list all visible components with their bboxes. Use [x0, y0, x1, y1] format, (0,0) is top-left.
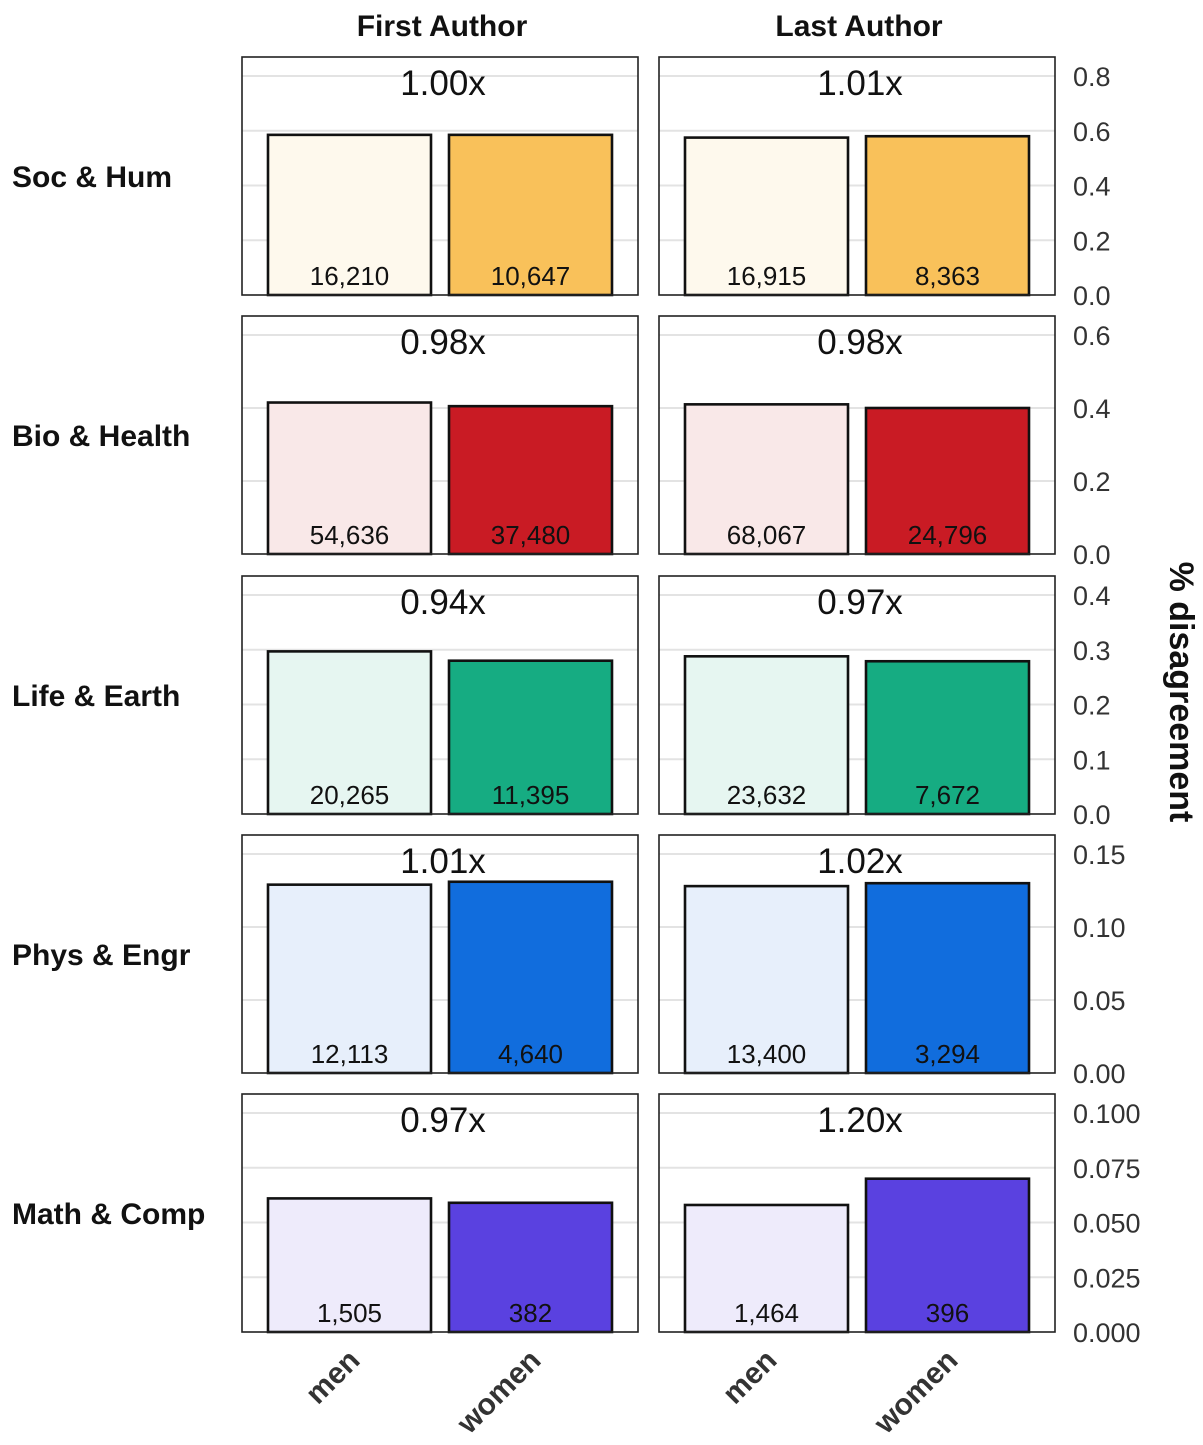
- ratio-label: 0.97x: [400, 1101, 486, 1140]
- y-tick-label: 0.4: [1073, 581, 1111, 611]
- y-tick-label: 0.050: [1073, 1209, 1141, 1239]
- panel-frame: [241, 56, 639, 296]
- y-tick-label: 0.15: [1073, 840, 1126, 870]
- bar-men: [683, 136, 850, 297]
- bar-women: [447, 1201, 614, 1334]
- ratio-label: 0.98x: [817, 323, 903, 362]
- bar-women: [864, 134, 1031, 297]
- count-label: 16,915: [727, 261, 807, 291]
- ratio-label: 0.98x: [400, 323, 486, 362]
- y-tick-label: 0.2: [1073, 226, 1111, 256]
- y-axis-title: % disagreement: [1162, 562, 1200, 823]
- row-label: Phys & Engr: [12, 939, 191, 972]
- panel-frame: [658, 56, 1056, 296]
- ratio-label: 1.01x: [817, 64, 903, 103]
- ratio-label: 1.01x: [400, 842, 486, 881]
- count-label: 16,210: [310, 261, 390, 291]
- row-label: Bio & Health: [12, 420, 190, 453]
- bar-women: [864, 659, 1031, 816]
- count-label: 68,067: [727, 520, 807, 550]
- bar-men: [683, 655, 850, 816]
- count-label: 396: [926, 1298, 969, 1328]
- count-label: 10,647: [491, 261, 571, 291]
- y-tick-label: 0.025: [1073, 1263, 1141, 1293]
- y-tick-label: 0.6: [1073, 117, 1111, 147]
- x-category-label: women: [450, 1344, 547, 1441]
- x-category-label: men: [716, 1344, 783, 1411]
- row-label: Soc & Hum: [12, 161, 172, 194]
- count-label: 13,400: [727, 1039, 807, 1069]
- y-tick-label: 0.2: [1073, 691, 1111, 721]
- x-category-label: women: [867, 1344, 964, 1441]
- y-tick-label: 0.0: [1073, 281, 1111, 311]
- count-label: 8,363: [915, 261, 980, 291]
- panel-frame: [241, 315, 639, 555]
- y-tick-label: 0.000: [1073, 1318, 1141, 1348]
- y-tick-label: 0.075: [1073, 1154, 1141, 1184]
- panel-frame: [241, 834, 639, 1074]
- count-label: 24,796: [908, 520, 988, 550]
- panel-frame: [658, 315, 1056, 555]
- panel-frame: [241, 1093, 639, 1333]
- y-tick-label: 0.0: [1073, 540, 1111, 570]
- count-label: 382: [509, 1298, 552, 1328]
- bar-women: [447, 404, 614, 556]
- count-label: 12,113: [311, 1039, 389, 1069]
- bar-men: [683, 403, 850, 556]
- count-label: 11,395: [492, 780, 570, 810]
- count-label: 23,632: [727, 780, 807, 810]
- row-label: Life & Earth: [12, 680, 180, 713]
- count-label: 37,480: [491, 520, 571, 550]
- y-tick-label: 0.00: [1073, 1059, 1126, 1089]
- bar-men: [683, 1203, 850, 1334]
- column-title: Last Author: [775, 10, 943, 43]
- ratio-label: 0.97x: [817, 583, 903, 622]
- bar-women: [447, 659, 614, 816]
- ratio-label: 1.02x: [817, 842, 903, 881]
- y-tick-label: 0.6: [1073, 321, 1111, 351]
- ratio-label: 0.94x: [400, 583, 486, 622]
- column-title: First Author: [357, 10, 528, 43]
- panel-frame: [658, 575, 1056, 815]
- bar-women: [864, 1177, 1031, 1334]
- bar-men: [266, 1197, 433, 1334]
- row-label: Math & Comp: [12, 1198, 205, 1231]
- count-label: 1,464: [734, 1298, 799, 1328]
- bar-women: [864, 406, 1031, 556]
- panel-frame: [658, 1093, 1056, 1333]
- count-label: 20,265: [310, 780, 390, 810]
- bar-women: [447, 880, 614, 1075]
- count-label: 1,505: [317, 1298, 382, 1328]
- ratio-label: 1.00x: [400, 64, 486, 103]
- bar-men: [266, 650, 433, 816]
- y-tick-label: 0.100: [1073, 1099, 1141, 1129]
- bar-men: [266, 133, 433, 297]
- ratio-label: 1.20x: [817, 1101, 903, 1140]
- y-tick-label: 0.4: [1073, 172, 1111, 202]
- panel-frame: [241, 575, 639, 815]
- panel-frame: [658, 834, 1056, 1074]
- count-label: 54,636: [310, 520, 390, 550]
- count-label: 4,640: [498, 1039, 563, 1069]
- x-category-label: men: [299, 1344, 366, 1411]
- y-tick-label: 0.4: [1073, 394, 1111, 424]
- count-label: 3,294: [915, 1039, 980, 1069]
- y-tick-label: 0.05: [1073, 986, 1126, 1016]
- bar-men: [266, 401, 433, 556]
- count-label: 7,672: [915, 780, 980, 810]
- y-tick-label: 0.10: [1073, 913, 1126, 943]
- y-tick-label: 0.3: [1073, 636, 1111, 666]
- bar-women: [864, 881, 1031, 1075]
- bar-men: [683, 884, 850, 1075]
- y-tick-label: 0.1: [1073, 745, 1111, 775]
- y-tick-label: 0.8: [1073, 62, 1111, 92]
- bar-men: [266, 883, 433, 1075]
- y-tick-label: 0.2: [1073, 467, 1111, 497]
- y-tick-label: 0.0: [1073, 800, 1111, 830]
